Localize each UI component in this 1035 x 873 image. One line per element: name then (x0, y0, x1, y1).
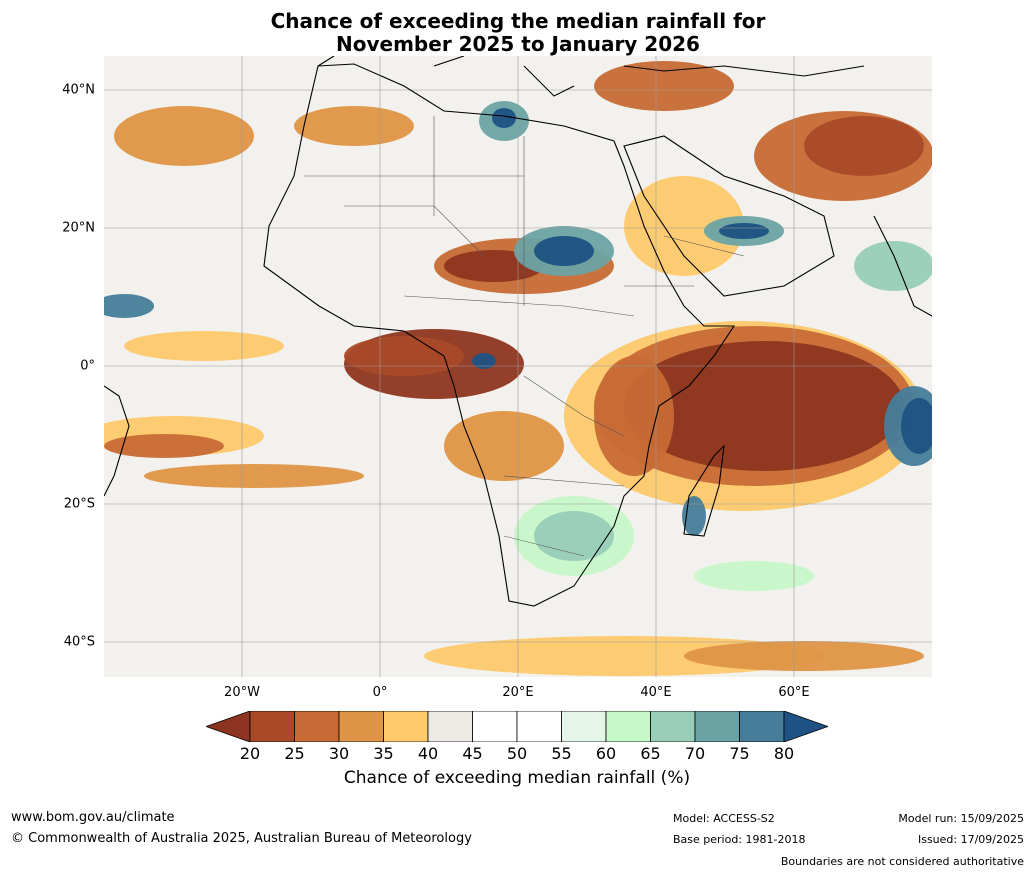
copyright-text: © Commonwealth of Australia 2025, Austra… (11, 831, 472, 846)
colorbar-tick-label: 65 (640, 744, 661, 763)
disclaimer-text: Boundaries are not considered authoritat… (780, 855, 1024, 868)
colorbar-segment (338, 711, 384, 742)
issued-date: Issued: 17/09/2025 (917, 833, 1024, 846)
title-line-2: November 2025 to January 2026 (336, 32, 700, 56)
lat-tick-label: 0° (80, 358, 95, 374)
colorbar-extend-low (206, 711, 251, 742)
colorbar-tick-label: 75 (729, 744, 750, 763)
lon-tick-label: 60°E (778, 685, 810, 700)
colorbar-segment (561, 711, 607, 742)
europe-coastline (317, 56, 865, 97)
colorbar-segment (650, 711, 696, 742)
colorbar-tick-label: 25 (284, 744, 305, 763)
base-period: Base period: 1981-2018 (673, 833, 806, 846)
lon-tick-label: 0° (372, 685, 388, 700)
probability-field (104, 61, 932, 676)
colorbar-segment (249, 711, 295, 742)
india-coastline (873, 215, 932, 317)
colorbar-segment (516, 711, 562, 742)
lon-tick-label: 40°E (640, 685, 672, 700)
colorbar-tick-label: 60 (595, 744, 617, 763)
colorbar-segment (694, 711, 740, 742)
colorbar-segment (605, 711, 651, 742)
colorbar (206, 711, 828, 742)
lon-tick-label: 20°W (224, 685, 260, 700)
colorbar-tick-label: 35 (373, 744, 394, 763)
south-america-coastline (104, 385, 130, 497)
madagascar-coastline (683, 444, 725, 537)
lon-tick-label: 20°E (502, 685, 534, 700)
colorbar-tick-label: 70 (684, 744, 706, 763)
colorbar-segment (294, 711, 340, 742)
colorbar-segment (739, 711, 785, 742)
model-name: Model: ACCESS-S2 (673, 812, 775, 825)
colorbar-tick-label: 45 (462, 744, 483, 763)
lat-tick-label: 40°S (63, 634, 95, 650)
colorbar-tick-label: 80 (773, 744, 795, 763)
title-line-1: Chance of exceeding the median rainfall … (270, 9, 766, 33)
africa-coastline (263, 63, 736, 607)
rainfall-map (104, 56, 932, 677)
colorbar-label: Chance of exceeding median rainfall (%) (343, 768, 691, 788)
colorbar-tick-label: 50 (506, 744, 528, 763)
arabia-coastline (623, 135, 835, 297)
colorbar-tick-label: 30 (328, 744, 350, 763)
model-run-date: Model run: 15/09/2025 (898, 812, 1024, 825)
colorbar-segment (472, 711, 518, 742)
lat-tick-label: 20°N (62, 220, 95, 236)
colorbar-extend-high (783, 711, 828, 742)
map-title: Chance of exceeding the median rainfall … (104, 10, 932, 56)
lat-tick-label: 40°N (62, 82, 95, 98)
lat-tick-label: 20°S (63, 496, 95, 512)
colorbar-tick-label: 55 (551, 744, 572, 763)
colorbar-segment (427, 711, 473, 742)
colorbar-segment (383, 711, 429, 742)
website-link[interactable]: www.bom.gov.au/climate (11, 810, 175, 825)
colorbar-tick-label: 20 (239, 744, 261, 763)
colorbar-tick-label: 40 (417, 744, 439, 763)
